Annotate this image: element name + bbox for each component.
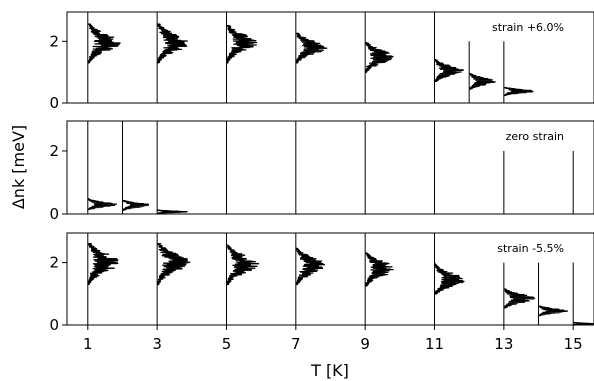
y-tick-label: 2 <box>49 142 59 160</box>
y-tick-label: 0 <box>49 205 59 223</box>
distribution-T7 <box>295 247 326 286</box>
panel-annotation: strain +6.0% <box>492 21 564 34</box>
x-tick-label: 13 <box>494 335 513 353</box>
panel-annotation: strain -5.5% <box>497 242 564 255</box>
x-tick-label: 7 <box>291 335 301 353</box>
panel-2: 0 2 zero strain <box>49 120 594 223</box>
x-axis-ticks: 1 3 5 7 9 11 13 15 <box>83 325 583 353</box>
panel-frame <box>66 120 594 215</box>
panel-frame <box>66 232 594 326</box>
x-tick-label: 5 <box>222 335 232 353</box>
distribution-T1 <box>87 242 119 286</box>
y-tick-label: 2 <box>49 254 59 272</box>
distribution-T3 <box>157 209 188 215</box>
panels: 0 2 strain +6.0% 0 2 zero strain 0 2 strain -5.5… <box>49 11 594 334</box>
distribution-T11 <box>434 58 464 83</box>
y-axis-label: Δnk [meV] <box>9 125 28 209</box>
distribution-T9 <box>364 252 394 287</box>
distribution-T3 <box>157 23 188 64</box>
distribution-T1 <box>87 23 121 64</box>
distribution-T2 <box>122 200 149 211</box>
distribution-T11 <box>434 263 465 295</box>
panel-annotation: zero strain <box>506 130 564 143</box>
distribution-T3 <box>157 242 191 286</box>
distribution-T5 <box>226 24 258 64</box>
panel-3: 0 2 strain -5.5% <box>49 232 594 334</box>
panel-frame <box>66 11 594 104</box>
x-axis-label: T [K] <box>310 361 349 380</box>
distribution-T14 <box>538 305 569 317</box>
distribution-T15 <box>573 321 594 326</box>
distribution-T7 <box>295 32 328 64</box>
x-tick-label: 1 <box>83 335 93 353</box>
y-tick-label: 0 <box>49 94 59 112</box>
x-tick-label: 3 <box>152 335 162 353</box>
y-tick-label: 0 <box>49 316 59 334</box>
y-tick-label: 2 <box>49 32 59 50</box>
x-tick-label: 9 <box>360 335 370 353</box>
distribution-T13 <box>503 86 534 96</box>
x-tick-label: 15 <box>564 335 583 353</box>
x-tick-label: 11 <box>425 335 444 353</box>
panel-1: 0 2 strain +6.0% <box>49 11 594 112</box>
distribution-T12 <box>469 72 496 90</box>
distribution-T9 <box>364 41 394 73</box>
distribution-T13 <box>503 288 536 309</box>
distribution-T1 <box>87 198 118 210</box>
distribution-T5 <box>226 244 260 286</box>
